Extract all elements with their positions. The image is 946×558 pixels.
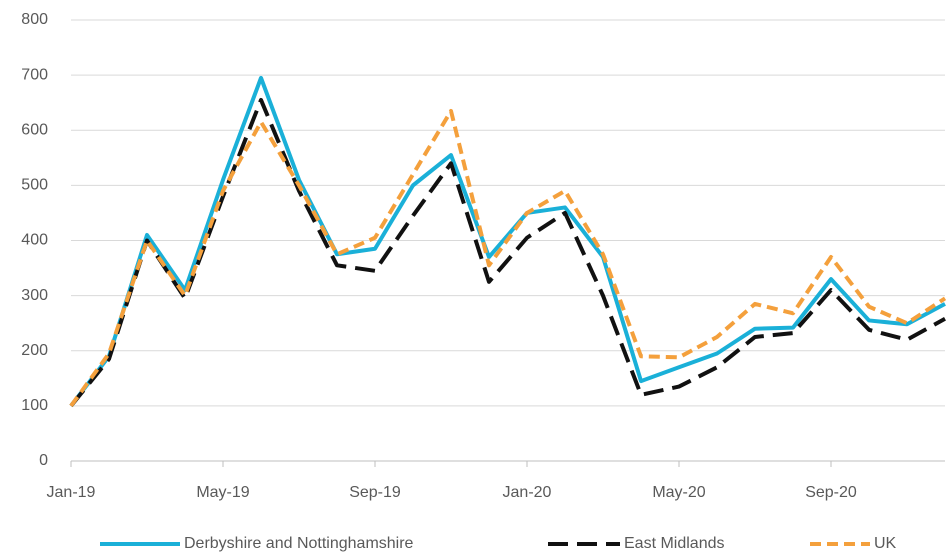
x-tick-label: Jan-20 [503, 484, 552, 501]
y-tick-label: 0 [39, 452, 48, 469]
series-line [69, 108, 946, 408]
x-tick-label: Jan-19 [47, 484, 96, 501]
y-tick-label: 700 [21, 66, 48, 83]
y-tick-label: 800 [21, 11, 48, 28]
y-tick-label: 200 [21, 342, 48, 359]
y-tick-label: 400 [21, 232, 48, 249]
y-tick-label: 300 [21, 287, 48, 304]
x-tick-label: Sep-19 [349, 484, 401, 501]
y-tick-label: 500 [21, 177, 48, 194]
legend-label: East Midlands [624, 535, 725, 552]
y-tick-label: 100 [21, 397, 48, 414]
legend-label: UK [874, 535, 897, 552]
y-tick-label: 600 [21, 121, 48, 138]
x-tick-label: Sep-20 [805, 484, 857, 501]
x-tick-label: May-19 [196, 484, 249, 501]
series-line [69, 75, 946, 408]
series-line [69, 97, 946, 408]
x-tick-label: May-20 [652, 484, 705, 501]
legend-label: Derbyshire and Nottinghamshire [184, 535, 414, 552]
